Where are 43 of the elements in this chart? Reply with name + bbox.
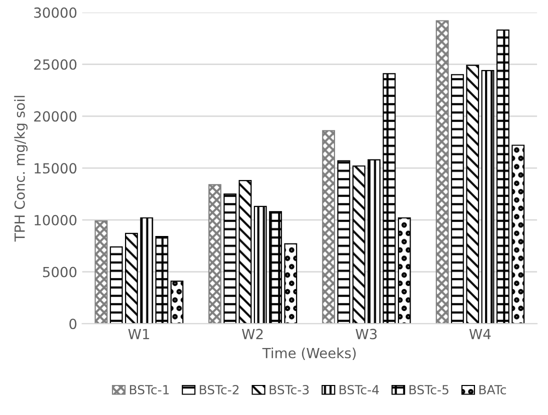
bar <box>368 159 381 324</box>
bar <box>208 184 222 324</box>
legend-label: BSTc-4 <box>340 384 379 394</box>
bar <box>125 232 138 324</box>
legend-label: BSTc-5 <box>410 384 448 394</box>
bar <box>382 73 396 324</box>
bar <box>496 30 510 324</box>
y-tick-label: 5000 <box>43 266 76 278</box>
legend-label: BATc <box>479 385 506 394</box>
bar <box>512 144 525 324</box>
y-tick-label: 0 <box>69 318 76 330</box>
bar <box>322 130 336 324</box>
bar <box>269 211 282 324</box>
y-tick-label: 30000 <box>34 7 76 18</box>
bar <box>284 243 298 324</box>
legend-label: BSTc-1 <box>130 384 169 394</box>
y-tick-label: 25000 <box>34 59 76 70</box>
y-tick-label: 15000 <box>34 163 76 174</box>
bar <box>140 217 154 324</box>
bar <box>238 180 252 324</box>
bar <box>224 193 236 324</box>
bar <box>466 64 480 324</box>
bar <box>337 160 350 324</box>
bar <box>481 70 494 324</box>
bar <box>450 74 464 324</box>
x-axis-title: Time (Weeks) <box>262 348 356 360</box>
bar <box>170 280 184 324</box>
bar <box>398 217 411 324</box>
legend-label: BSTc-3 <box>270 384 309 394</box>
x-tick-label: W1 <box>128 328 150 340</box>
bar <box>436 20 449 324</box>
y-tick-label: 10000 <box>34 214 76 226</box>
bar <box>94 220 108 324</box>
y-axis-title: TPH Conc. mg/kg soil <box>14 96 28 242</box>
y-tick-label: 20000 <box>34 111 76 122</box>
x-tick-label: W4 <box>469 328 491 340</box>
bar <box>352 165 366 324</box>
bar <box>254 206 267 324</box>
bar <box>155 236 168 324</box>
bar <box>110 246 123 324</box>
legend-label: BSTc-2 <box>200 384 239 394</box>
x-tick-label: W2 <box>242 328 263 340</box>
x-tick-label: W3 <box>356 328 377 340</box>
